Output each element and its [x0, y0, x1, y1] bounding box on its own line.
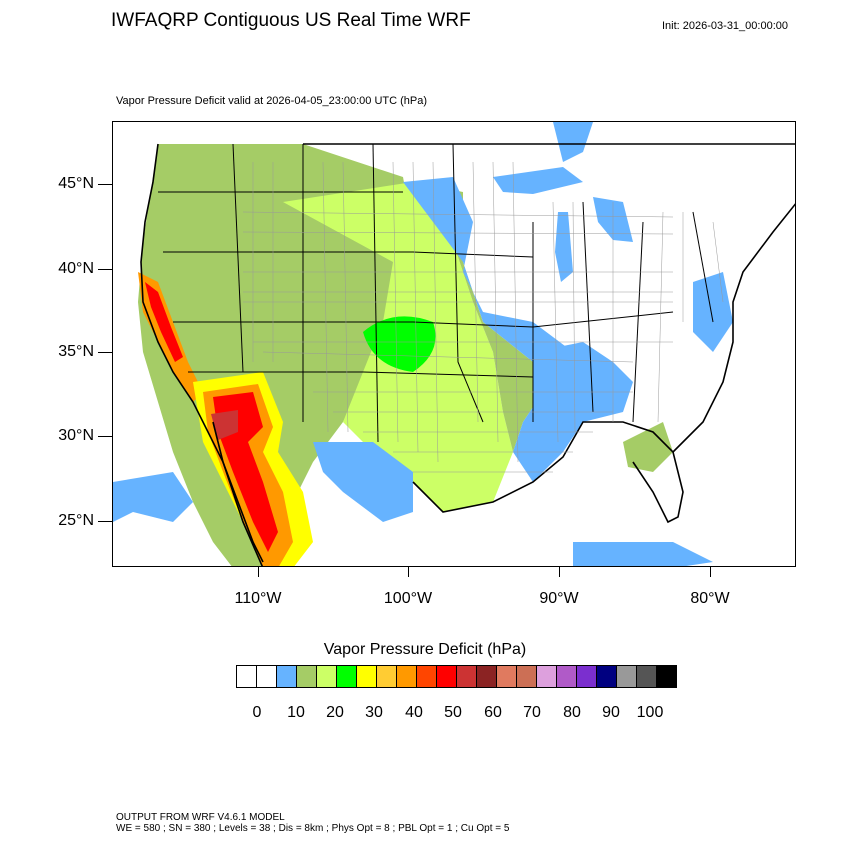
- legend-tick-label: 90: [602, 704, 620, 721]
- legend-swatch: [517, 665, 537, 688]
- lat-tick: [98, 269, 112, 270]
- region-kansas-green: [363, 316, 436, 372]
- plot-title: IWFAQRP Contiguous US Real Time WRF: [111, 10, 471, 31]
- legend-swatch: [237, 665, 257, 688]
- region-mexico-water: [313, 442, 413, 522]
- region-georgia-green: [623, 422, 673, 472]
- legend-tick-label: 10: [287, 704, 305, 721]
- lat-label-35n: 35°N: [58, 343, 94, 360]
- region-sonora-darkred: [211, 410, 238, 440]
- init-time-label: Init: 2026-03-31_00:00:00: [662, 20, 788, 32]
- lon-tick: [258, 567, 259, 577]
- lat-tick: [98, 352, 112, 353]
- county-borders: [242, 161, 724, 473]
- lat-tick: [98, 521, 112, 522]
- legend-swatch: [417, 665, 437, 688]
- coastlines: [140, 143, 795, 566]
- region-central-olive: [413, 182, 543, 452]
- lake-michigan: [555, 212, 573, 282]
- legend-tick-label: 20: [326, 704, 344, 721]
- legend-tick-label: 70: [523, 704, 541, 721]
- legend-swatch: [657, 665, 677, 688]
- lon-label-90w: 90°W: [539, 590, 579, 607]
- legend-swatch: [277, 665, 297, 688]
- lat-label-45n: 45°N: [58, 175, 94, 192]
- legend-tick-label: 60: [484, 704, 502, 721]
- lat-label-25n: 25°N: [58, 512, 94, 529]
- legend-swatch: [597, 665, 617, 688]
- legend-swatch: [457, 665, 477, 688]
- legend-swatch: [577, 665, 597, 688]
- lon-tick: [710, 567, 711, 577]
- legend-swatch: [317, 665, 337, 688]
- lat-label-30n: 30°N: [58, 427, 94, 444]
- legend-swatch: [337, 665, 357, 688]
- legend-tick-label: 0: [252, 704, 262, 721]
- legend-swatch: [397, 665, 417, 688]
- legend-swatch: [377, 665, 397, 688]
- legend-tick-label: 50: [444, 704, 462, 721]
- region-caribbean-water: [573, 542, 713, 566]
- legend-swatch: [477, 665, 497, 688]
- model-footer: OUTPUT FROM WRF V4.6.1 MODEL WE = 580 ; …: [116, 812, 509, 834]
- region-california-red: [145, 282, 183, 362]
- legend-tick-label: 100: [636, 704, 664, 721]
- region-baja-water: [113, 472, 193, 522]
- legend-tick-label: 30: [365, 704, 383, 721]
- legend-swatch: [257, 665, 277, 688]
- legend-swatch: [637, 665, 657, 688]
- state-borders: [158, 143, 714, 443]
- region-west-green: [138, 144, 413, 566]
- legend-swatch: [437, 665, 457, 688]
- region-eastcoast-blue: [693, 272, 733, 352]
- lon-label-80w: 80°W: [690, 590, 730, 607]
- footer-line-1: OUTPUT FROM WRF V4.6.1 MODEL: [116, 812, 285, 823]
- legend-swatch: [497, 665, 517, 688]
- region-canada-blue: [553, 122, 593, 162]
- lon-tick: [559, 567, 560, 577]
- valid-time-label: Vapor Pressure Deficit valid at 2026-04-…: [116, 95, 428, 107]
- vpd-map: [112, 121, 796, 567]
- lat-tick: [98, 436, 112, 437]
- lon-tick: [408, 567, 409, 577]
- lon-label-110w: 110°W: [234, 590, 282, 607]
- color-legend-bar: [236, 665, 677, 688]
- legend-swatch: [617, 665, 637, 688]
- footer-line-2: WE = 580 ; SN = 380 ; Levels = 38 ; Dis …: [116, 823, 510, 834]
- lake-superior: [493, 167, 583, 194]
- legend-swatch: [557, 665, 577, 688]
- legend-swatch: [357, 665, 377, 688]
- legend-swatch: [537, 665, 557, 688]
- legend-title: Vapor Pressure Deficit (hPa): [323, 641, 527, 658]
- map-canvas: [113, 122, 795, 566]
- legend-swatch: [297, 665, 317, 688]
- lon-label-100w: 100°W: [383, 590, 433, 607]
- lat-tick: [98, 184, 112, 185]
- lat-label-40n: 40°N: [58, 260, 94, 277]
- legend-tick-label: 80: [563, 704, 581, 721]
- legend-tick-label: 40: [405, 704, 423, 721]
